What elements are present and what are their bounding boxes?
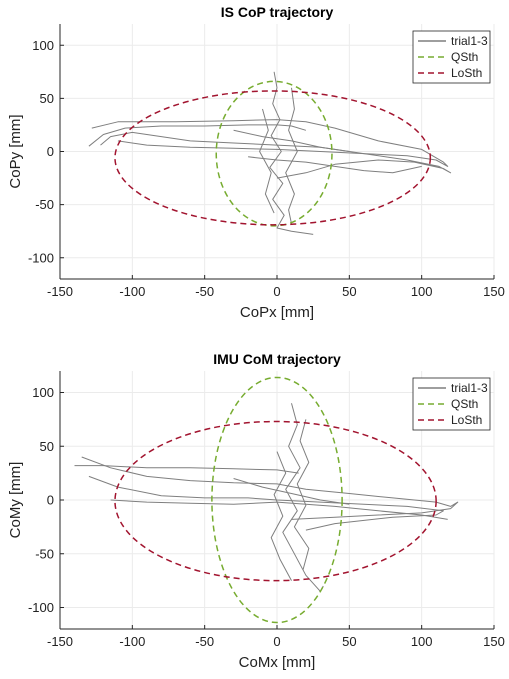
x-tick-label: 150 [483,634,505,649]
y-tick-label: -100 [28,250,54,265]
x-axis-label: CoMx [mm] [239,654,316,671]
trajectory-line [269,71,314,235]
y-tick-label: 0 [47,493,54,508]
legend-box [412,30,491,84]
chart-title: IS CoP trajectory [221,4,334,20]
trajectory-line [282,403,324,592]
trajectory-line [248,156,422,174]
trajectory-line [233,478,350,505]
x-axis-label: CoPx [mm] [240,304,314,321]
legend-qsth-label: QSth [451,397,478,411]
legend: trial1-3 QSth LoSth [412,30,491,84]
y-tick-label: 100 [32,38,54,53]
losth-ellipse [114,420,437,582]
y-tick-label: -50 [35,197,54,212]
trajectory-line [88,124,307,147]
trajectory-line [293,419,310,571]
legend: trial1-3 QSth LoSth [412,377,491,431]
y-tick-label: 50 [40,91,54,106]
x-tick-label: -100 [119,634,145,649]
x-tick-label: -150 [47,634,73,649]
trajectory-line [91,119,449,167]
y-axis-label: CoPy [mm] [7,114,24,188]
chart-panel-2: -150 -100 -50 0 50 100 150 -100 -50 0 50 100 IMU CoM… [7,351,505,671]
x-tick-label: -50 [195,284,214,299]
trajectory-line [117,140,452,179]
trajectory-line [270,451,292,581]
trajectory-line [285,87,298,224]
x-tick-label: 50 [342,634,356,649]
x-tick-label: 150 [483,284,505,299]
chart-title: IMU CoM trajectory [213,351,341,367]
y-tick-label: 100 [32,385,54,400]
x-tick-label: -150 [47,284,73,299]
x-tick-label: 100 [411,634,433,649]
qsth-ellipse [215,80,333,227]
trajectory-line [259,108,275,214]
x-tick-label: 0 [273,284,280,299]
legend-box [412,377,491,431]
y-tick-label: -100 [28,600,54,615]
x-tick-label: 50 [342,284,356,299]
y-tick-label: 50 [40,439,54,454]
legend-losth-label: LoSth [451,413,482,427]
x-tick-label: 0 [273,634,280,649]
legend-losth-label: LoSth [451,66,482,80]
legend-qsth-label: QSth [451,50,478,64]
qsth-ellipse [211,376,343,624]
y-tick-label: -50 [35,546,54,561]
legend-trial-label: trial1-3 [451,34,488,48]
x-tick-label: 100 [411,284,433,299]
data-layer [88,71,452,235]
chart-panel-1: -150 -100 -50 0 50 100 150 -100 -50 0 50 100 IS CoP … [7,4,505,321]
y-axis-label: CoMy [mm] [7,462,24,539]
losth-ellipse [114,90,432,226]
x-tick-label: -50 [195,634,214,649]
legend-trial-label: trial1-3 [451,381,488,395]
x-tick-label: -100 [119,284,145,299]
y-tick-label: 0 [47,144,54,159]
data-layer [74,376,459,624]
trajectory-line [233,129,350,152]
